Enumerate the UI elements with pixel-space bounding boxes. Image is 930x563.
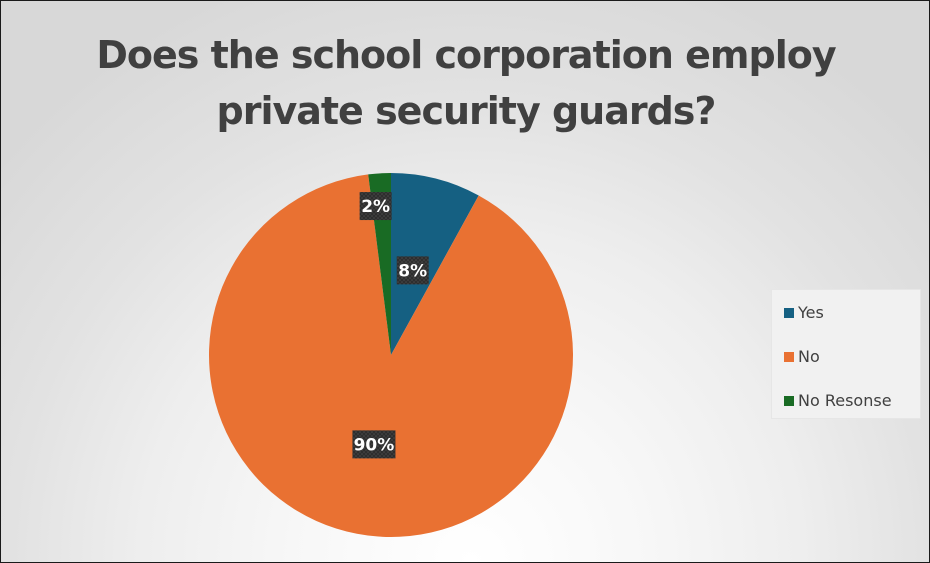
legend: Yes No No Resonse xyxy=(771,289,921,419)
pie-slice-no xyxy=(208,174,573,537)
chart-title: Does the school corporation employ priva… xyxy=(41,27,891,139)
data-label-text-no: 90% xyxy=(354,435,395,455)
data-label-text-yes: 8% xyxy=(398,261,427,281)
legend-swatch-yes xyxy=(784,307,794,318)
data-label-text-no-response: 2% xyxy=(361,197,390,217)
data-label-no: 90% xyxy=(352,430,396,459)
legend-label-no: No xyxy=(798,347,820,366)
legend-swatch-no-response xyxy=(784,395,794,406)
pie-slices xyxy=(208,173,573,537)
pie-data-labels: 8% 90% 2% xyxy=(352,192,429,459)
legend-label-no-response: No Resonse xyxy=(798,391,892,410)
legend-item-no-response: No Resonse xyxy=(784,391,892,410)
data-label-yes: 8% xyxy=(396,256,429,285)
data-label-box-no-response xyxy=(359,192,392,221)
data-label-box-no xyxy=(352,430,396,459)
legend-item-yes: Yes xyxy=(784,303,824,322)
chart-title-line-1: Does the school corporation employ xyxy=(96,33,836,77)
chart-title-line-2: private security guards? xyxy=(216,89,717,133)
legend-item-no: No xyxy=(784,347,820,366)
legend-label-yes: Yes xyxy=(798,303,824,322)
data-label-box-yes xyxy=(396,256,429,285)
legend-swatch-no xyxy=(784,351,794,362)
pie-slice-yes xyxy=(391,173,479,355)
data-label-no-response: 2% xyxy=(359,192,392,221)
